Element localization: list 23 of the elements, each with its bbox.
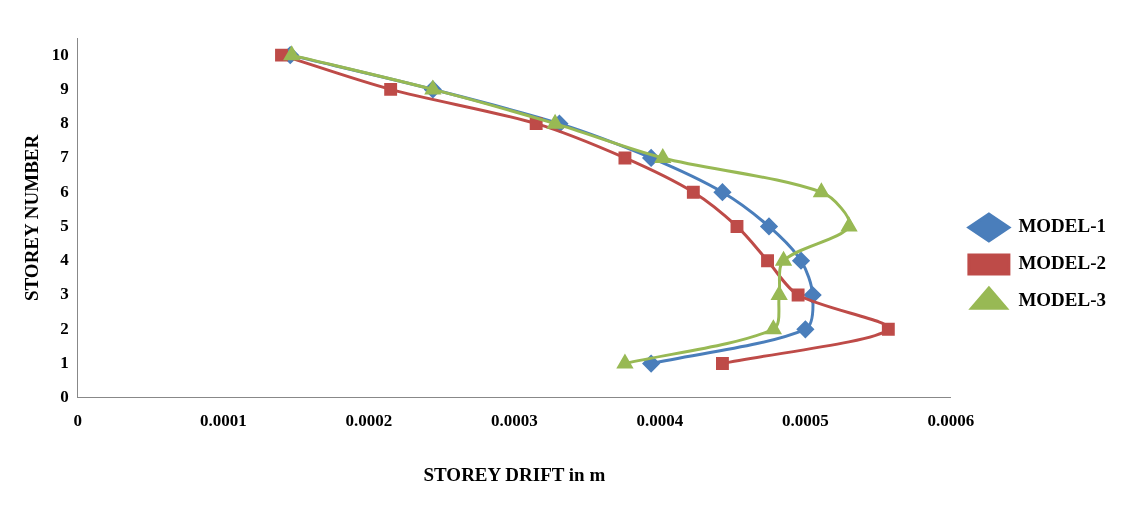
y-tick-label: 10: [51, 44, 69, 64]
y-axis-title: STOREY NUMBER: [21, 134, 43, 302]
y-tick-label: 6: [60, 181, 69, 201]
y-tick-label: 3: [60, 284, 69, 304]
x-tick-label: 0: [73, 411, 83, 431]
x-axis-title: STOREY DRIFT in m: [423, 463, 606, 485]
legend-label: MODEL-2: [1018, 252, 1106, 274]
y-tick-label: 7: [60, 147, 70, 167]
y-tick-label: 5: [60, 215, 69, 235]
y-tick-label: 9: [60, 78, 69, 98]
y-tick-label: 4: [60, 250, 70, 270]
x-tick-label: 0.0002: [345, 411, 393, 431]
x-tick-label: 0.0001: [199, 411, 247, 431]
y-tick-label: 0: [60, 387, 69, 407]
x-tick-label: 0.0005: [782, 411, 829, 431]
legend-label: MODEL-1: [1018, 215, 1106, 237]
x-tick-label: 0.0004: [636, 411, 684, 431]
y-tick-label: 8: [60, 113, 69, 133]
y-tick-label: 1: [60, 352, 69, 372]
x-tick-label: 0.0003: [490, 411, 538, 431]
y-tick-label: 2: [60, 318, 69, 338]
x-tick-label: 0.0006: [927, 411, 975, 431]
legend-label: MODEL-3: [1018, 289, 1106, 311]
